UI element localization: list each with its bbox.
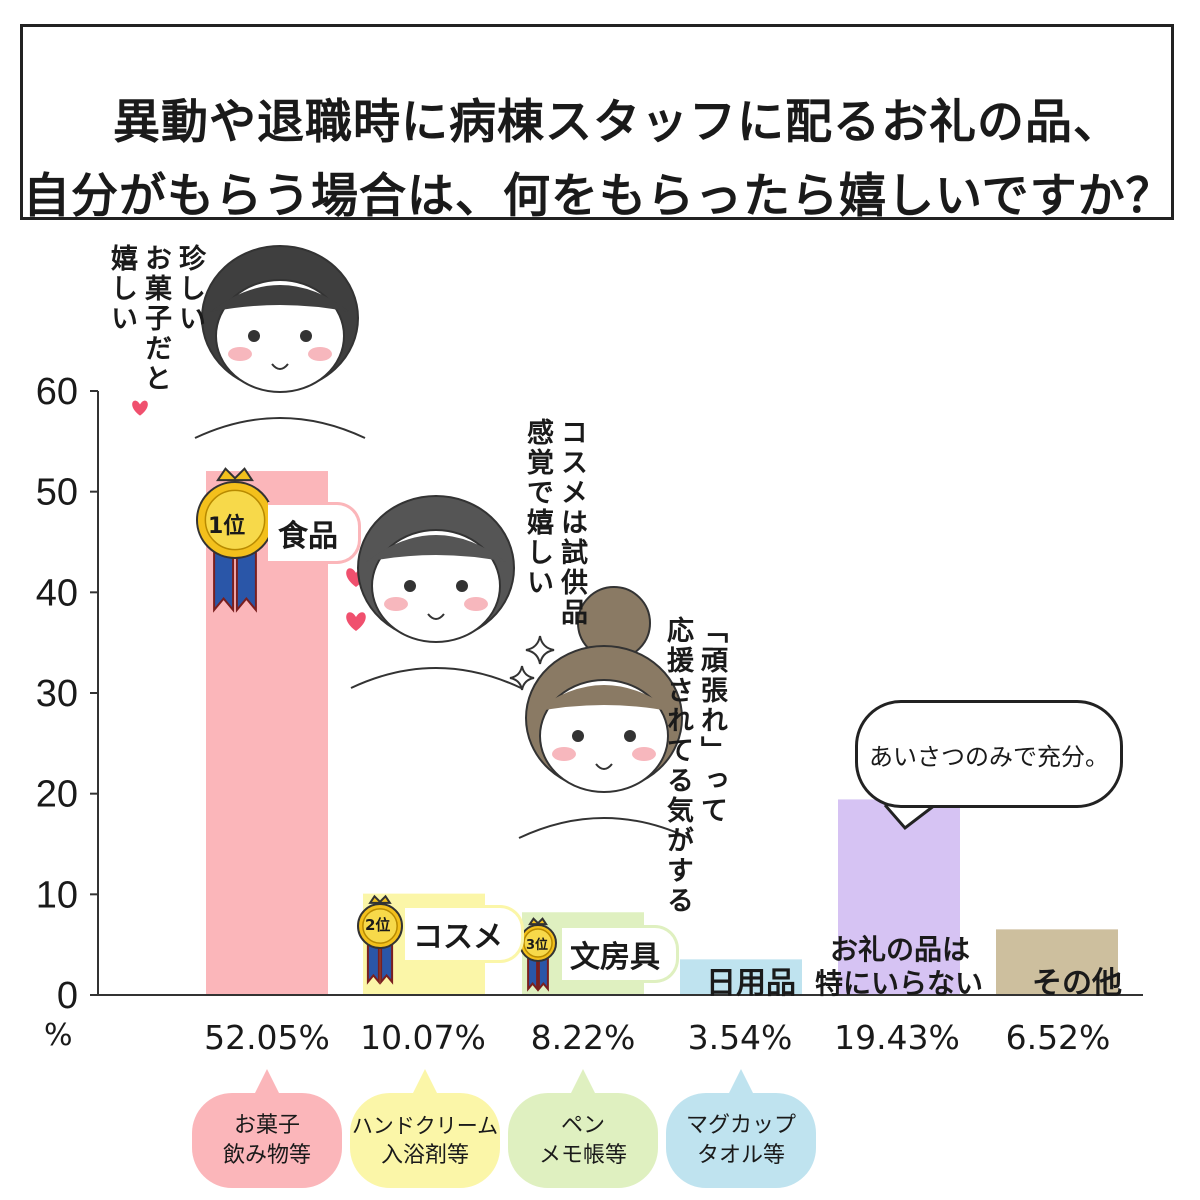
bar-label-cosme: コスメ bbox=[405, 905, 524, 963]
speech-tail bbox=[883, 803, 936, 831]
bar-label-none-2: 特にいらない bbox=[815, 967, 984, 1000]
person-illustration bbox=[518, 586, 690, 839]
pct-daily: 3.54% bbox=[687, 1018, 793, 1057]
bar-label-none-1: お礼の品は bbox=[830, 933, 971, 966]
pct-food: 52.05% bbox=[204, 1018, 330, 1057]
comment-food: 珍しい お菓子だと 嬉しい bbox=[106, 244, 205, 394]
speech-bubble-none: あいさつのみで充分。 bbox=[855, 700, 1123, 808]
y-tick-label-10: 10 bbox=[36, 874, 78, 916]
title-line-2: 自分がもらう場合は、何をもらったら嬉しいですか？ bbox=[23, 169, 1174, 224]
pct-cosme: 10.07% bbox=[360, 1018, 486, 1057]
bar-5 bbox=[996, 929, 1118, 995]
example-bubble-stationery: ペン メモ帳等 bbox=[508, 1069, 658, 1188]
example-bubble-cosme: ハンドクリーム 入浴剤等 bbox=[350, 1069, 500, 1188]
bar-label-other: その他 bbox=[1032, 966, 1122, 1001]
medal-rank-1: 1位 bbox=[208, 514, 246, 539]
pct-stationery: 8.22% bbox=[530, 1018, 636, 1057]
title-line-1: 異動や退職時に病棟スタッフに配るお礼の品、 bbox=[113, 95, 1121, 150]
example-food-2: 飲み物等 bbox=[222, 1142, 311, 1168]
example-bubble-daily: マグカップ タオル等 bbox=[666, 1069, 816, 1188]
medal-rank-3: 3位 bbox=[526, 938, 549, 953]
example-cosme-1: ハンドクリーム bbox=[351, 1113, 499, 1138]
heart-icon bbox=[346, 612, 366, 631]
y-tick-label-20: 20 bbox=[36, 774, 78, 816]
bar-4 bbox=[838, 799, 960, 995]
bar-label-stationery: 文房具 bbox=[562, 925, 679, 983]
sparkle-icon bbox=[525, 635, 555, 665]
medal-rank-2: 2位 bbox=[365, 916, 391, 934]
example-stationery-2: メモ帳等 bbox=[538, 1142, 627, 1168]
pct-other: 6.52% bbox=[1005, 1018, 1111, 1057]
heart-icon bbox=[132, 400, 148, 416]
comment-stationery: 「頑張れ」って 応援されてる気がする bbox=[662, 616, 727, 916]
comment-cosme: コスメは試供品 感覚で嬉しい bbox=[522, 418, 587, 628]
medal-icon bbox=[357, 894, 403, 985]
example-food-1: お菓子 bbox=[233, 1112, 300, 1138]
example-bubble-food: お菓子 飲み物等 bbox=[192, 1069, 342, 1188]
y-tick-label-60: 60 bbox=[36, 371, 78, 413]
person-illustration bbox=[194, 245, 366, 439]
pct-none: 19.43% bbox=[834, 1018, 960, 1057]
example-daily-1: マグカップ bbox=[685, 1112, 796, 1138]
medal-icon bbox=[519, 917, 557, 992]
bar-label-daily: 日用品 bbox=[706, 966, 796, 1001]
example-daily-2: タオル等 bbox=[696, 1142, 785, 1168]
y-tick-label-0: 0 bbox=[57, 975, 78, 1017]
bar-3 bbox=[680, 959, 802, 995]
title-box: 異動や退職時に病棟スタッフに配るお礼の品、 自分がもらう場合は、何をもらったら嬉… bbox=[20, 24, 1174, 224]
y-axis-unit: % bbox=[44, 1018, 73, 1053]
medal-icon bbox=[196, 467, 274, 613]
y-tick-label-30: 30 bbox=[36, 673, 78, 715]
speech-none-text: あいさつのみで充分。 bbox=[869, 742, 1109, 771]
sparkle-icon bbox=[509, 665, 535, 691]
y-tick-label-40: 40 bbox=[36, 572, 78, 614]
y-tick-label-50: 50 bbox=[36, 472, 78, 514]
person-illustration bbox=[350, 495, 522, 689]
example-cosme-2: 入浴剤等 bbox=[380, 1142, 469, 1168]
bar-label-food: 食品 bbox=[268, 502, 361, 564]
example-stationery-1: ペン bbox=[560, 1112, 605, 1138]
